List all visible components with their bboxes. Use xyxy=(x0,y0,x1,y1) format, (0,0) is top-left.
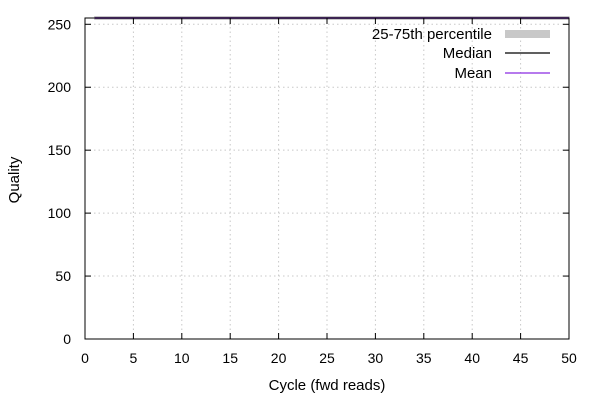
x-tick-label: 5 xyxy=(130,350,138,366)
x-tick-label: 25 xyxy=(319,350,335,366)
legend: 25-75th percentile Median Mean xyxy=(372,26,550,82)
x-tick-label: 0 xyxy=(81,350,89,366)
y-tick-label: 150 xyxy=(48,142,72,158)
x-tick-label: 30 xyxy=(368,350,384,366)
x-tick-label: 40 xyxy=(464,350,480,366)
y-tick-label: 250 xyxy=(48,16,72,32)
x-tick-label: 45 xyxy=(513,350,529,366)
legend-label: Median xyxy=(443,45,492,62)
x-axis-title: Cycle (fwd reads) xyxy=(269,377,386,394)
x-tick-label: 15 xyxy=(222,350,238,366)
legend-label: Mean xyxy=(454,65,492,82)
grid xyxy=(85,18,569,339)
legend-label: 25-75th percentile xyxy=(372,26,492,43)
x-tick-label: 50 xyxy=(561,350,577,366)
legend-entry: Mean xyxy=(454,65,550,82)
x-tick-label: 20 xyxy=(271,350,287,366)
y-tick-label: 200 xyxy=(48,79,72,95)
y-tick-label: 100 xyxy=(48,205,72,221)
x-tick-label: 10 xyxy=(174,350,190,366)
x-tick-label: 35 xyxy=(416,350,432,366)
y-tick-label: 0 xyxy=(63,331,71,347)
y-axis-title: Quality xyxy=(6,156,23,203)
plot-frame xyxy=(84,17,570,340)
y-tick-label: 50 xyxy=(55,268,71,284)
legend-entry: Median xyxy=(443,45,550,62)
axis-ticks: 0 5 10 15 20 25 30 35 40 45 50 0 50 100 150 200 250 xyxy=(48,16,577,366)
legend-swatch xyxy=(505,30,550,38)
legend-entry: 25-75th percentile xyxy=(372,26,550,43)
